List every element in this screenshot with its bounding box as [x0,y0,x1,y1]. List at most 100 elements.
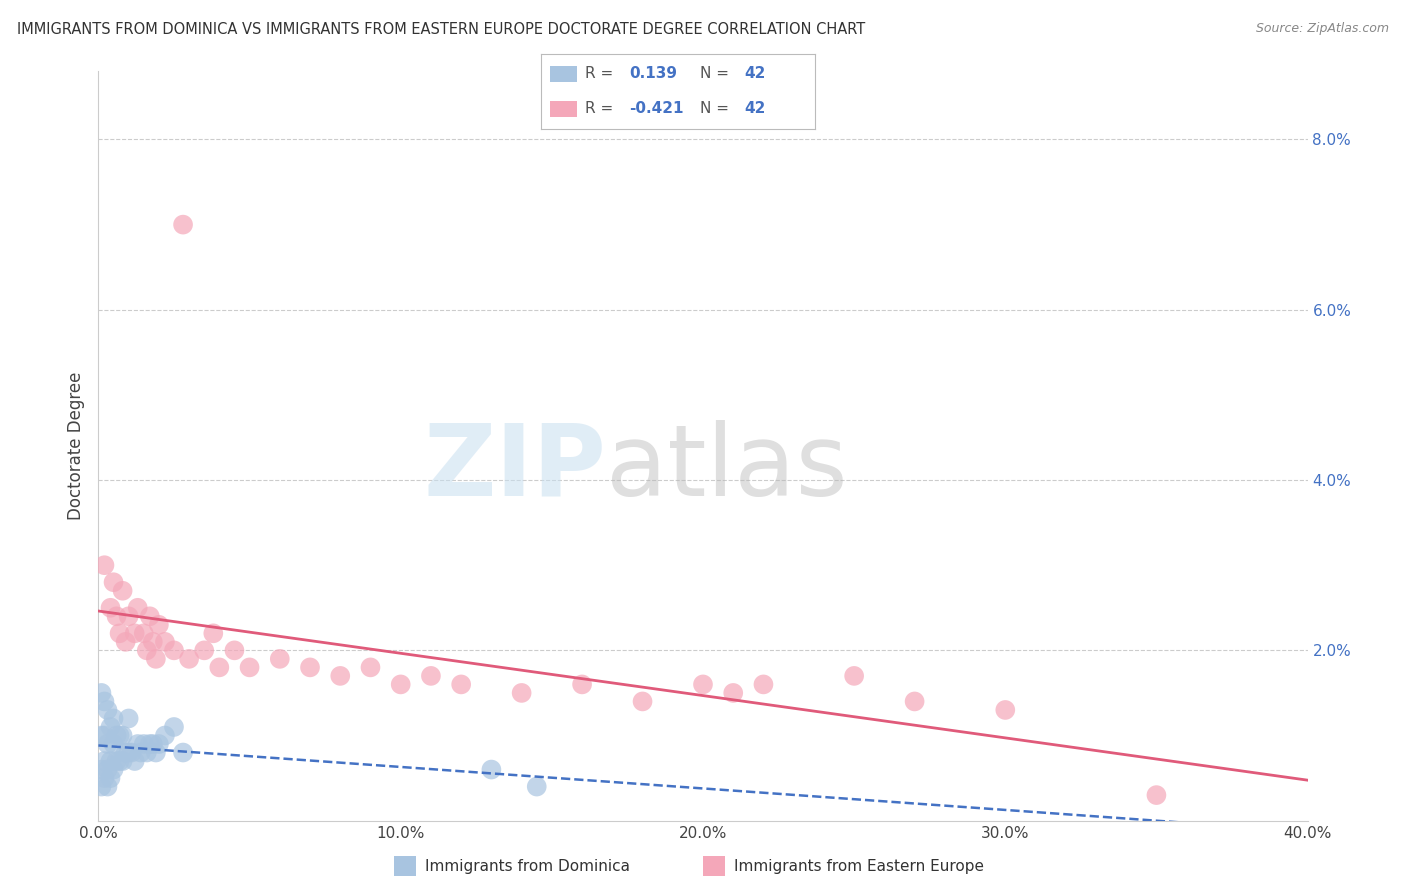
Point [129,746,152,760]
Point [111,754,134,768]
Text: Immigrants from Dominica: Immigrants from Dominica [425,859,630,873]
Text: Immigrants from Eastern Europe: Immigrants from Eastern Europe [734,859,984,873]
Point [96,763,118,777]
Point [105,754,128,768]
Point [329,669,352,683]
Point [124,754,146,768]
Point [723,686,745,700]
Point [526,780,548,794]
Point [239,660,262,674]
Point [103,763,125,777]
Point [145,652,167,666]
Point [148,617,170,632]
Point [132,626,155,640]
Point [142,635,165,649]
Point [118,609,141,624]
Point [224,643,246,657]
Point [103,711,125,725]
Point [142,737,165,751]
Bar [550,101,576,117]
Text: R =: R = [585,67,613,81]
Point [111,729,134,743]
Point [108,626,131,640]
Point [100,754,122,768]
Point [145,746,167,760]
Point [90,780,112,794]
Point [103,575,125,590]
Point [193,643,215,657]
Point [127,600,149,615]
Point [96,780,118,794]
Point [124,626,146,640]
Point [111,583,134,598]
Point [752,677,775,691]
Point [208,660,231,674]
Point [481,763,503,777]
Point [114,746,136,760]
Text: 42: 42 [744,102,766,116]
Point [179,652,201,666]
Point [96,703,118,717]
Point [108,729,131,743]
Text: -0.421: -0.421 [628,102,683,116]
Point [100,771,122,785]
Text: R =: R = [585,102,613,116]
Point [389,677,412,691]
Point [904,694,927,708]
Point [1144,788,1167,802]
Point [118,746,141,760]
Point [132,737,155,751]
Point [163,643,186,657]
Point [153,729,176,743]
Point [93,729,115,743]
Text: N =: N = [700,67,730,81]
Point [360,660,382,674]
Text: N =: N = [700,102,730,116]
Point [114,635,136,649]
Point [163,720,186,734]
Point [139,737,162,751]
Y-axis label: Doctorate Degree: Doctorate Degree [66,372,84,520]
Point [510,686,533,700]
Text: IMMIGRANTS FROM DOMINICA VS IMMIGRANTS FROM EASTERN EUROPE DOCTORATE DEGREE CORR: IMMIGRANTS FROM DOMINICA VS IMMIGRANTS F… [17,22,865,37]
Point [90,686,112,700]
Bar [550,66,576,82]
Point [571,677,593,691]
Point [96,737,118,751]
Point [202,626,225,640]
Point [994,703,1017,717]
Point [93,771,115,785]
Point [844,669,866,683]
Point [93,754,115,768]
Point [103,737,125,751]
Point [420,669,443,683]
Point [93,694,115,708]
Point [127,737,149,751]
Text: 0.139: 0.139 [628,67,678,81]
Text: 42: 42 [744,67,766,81]
Point [90,729,112,743]
Point [692,677,714,691]
Point [105,609,128,624]
Point [172,218,194,232]
Point [100,600,122,615]
Point [108,754,131,768]
Point [148,737,170,751]
Point [172,746,194,760]
Text: Source: ZipAtlas.com: Source: ZipAtlas.com [1256,22,1389,36]
Point [135,746,157,760]
Point [139,609,162,624]
Point [93,558,115,573]
Point [153,635,176,649]
Point [105,729,128,743]
Text: ZIP: ZIP [423,420,606,517]
Point [118,711,141,725]
Point [100,720,122,734]
Point [450,677,472,691]
Point [121,746,143,760]
Point [299,660,322,674]
Point [135,643,157,657]
Point [90,763,112,777]
Text: atlas: atlas [606,420,848,517]
Point [269,652,291,666]
